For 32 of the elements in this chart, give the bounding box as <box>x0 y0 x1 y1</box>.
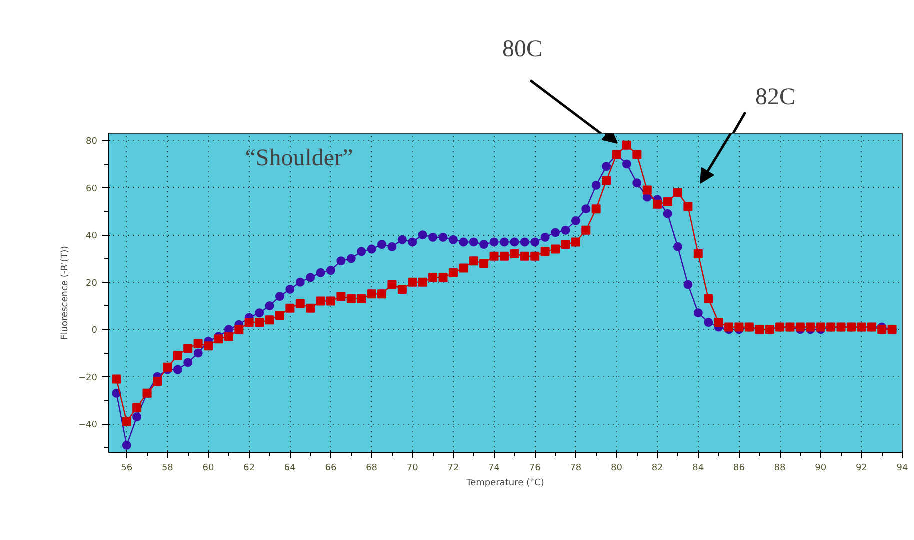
text: 80C <box>502 36 543 62</box>
x-tick-label: 94 <box>896 464 908 474</box>
x-tick-label: 70 <box>406 464 419 474</box>
x-tick-label: 82 <box>652 464 664 474</box>
y-tick-label: 20 <box>86 278 98 289</box>
x-tick-label: 68 <box>366 464 378 474</box>
y-tick-label: 40 <box>86 232 98 242</box>
x-tick-label: 64 <box>284 464 296 474</box>
x-tick-label: 86 <box>733 464 746 474</box>
x-tick-label: 74 <box>488 464 500 474</box>
annotation: “Shoulder” <box>245 145 354 172</box>
y-tick-label: −20 <box>78 373 98 384</box>
x-tick-label: 80 <box>611 464 623 474</box>
x-tick-label: 84 <box>692 464 704 474</box>
x-tick-label: 88 <box>774 464 786 474</box>
x-tick-label: 66 <box>325 464 337 474</box>
x-tick-label: 90 <box>815 464 827 474</box>
y-tick-label: −40 <box>78 420 98 431</box>
x-tick-label: 62 <box>244 464 256 474</box>
x-axis-title: Temperature (°C) <box>466 478 544 488</box>
y-tick-label: 80 <box>86 137 98 148</box>
x-tick-label: 92 <box>856 464 868 474</box>
text: 82C <box>755 84 796 110</box>
y-tick-label: 60 <box>86 184 98 194</box>
x-tick-label: 76 <box>529 464 542 474</box>
y-tick-label: 0 <box>92 326 98 336</box>
x-tick-label: 60 <box>202 464 215 474</box>
x-tick-label: 56 <box>121 464 133 474</box>
x-tick-label: 58 <box>162 464 174 474</box>
x-tick-label: 72 <box>448 464 460 474</box>
y-axis-title: Fluorescence (-R'(T)) <box>60 246 71 340</box>
x-tick-label: 78 <box>570 464 582 474</box>
